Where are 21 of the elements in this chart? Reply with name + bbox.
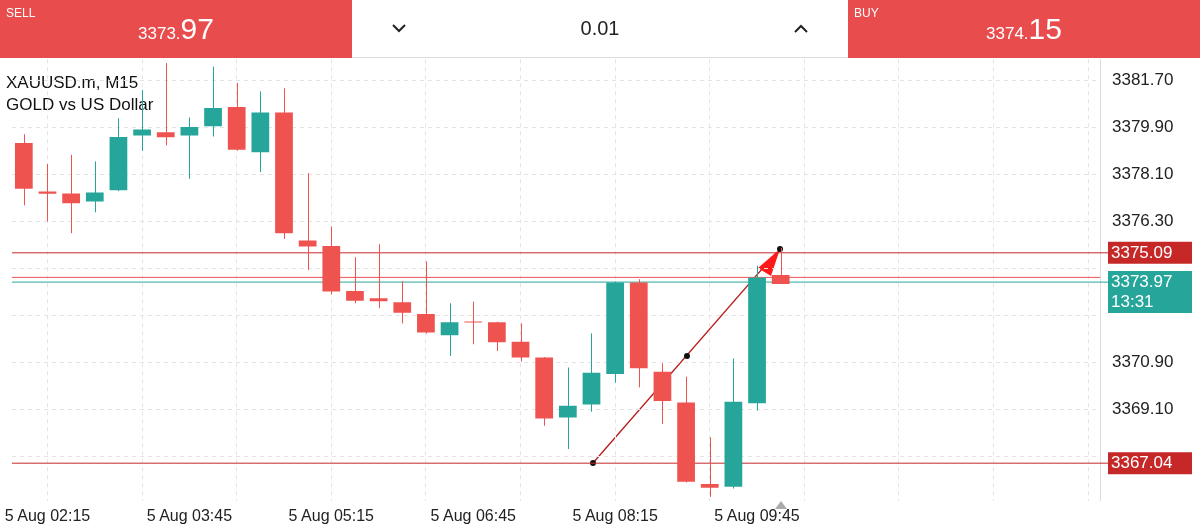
text: 0.01 xyxy=(580,17,620,40)
x-tick-label: 5 Aug 02:15 xyxy=(4,506,91,524)
x-tick-label: 5 Aug 06:45 xyxy=(430,506,517,524)
text: XAUUSD.m, M15 xyxy=(6,72,140,94)
y-tick-label: 3370.90 xyxy=(1112,352,1174,371)
text: BUY xyxy=(854,6,879,20)
y-tick-label: 3376.30 xyxy=(1112,210,1174,230)
x-tick-label: 5 Aug 09:45 xyxy=(714,506,800,524)
x-tick-label: 5 Aug 03:45 xyxy=(146,506,233,524)
x-tick-label: 5 Aug 08:15 xyxy=(572,506,658,524)
ref-line-label: 3367.04 xyxy=(1111,452,1173,472)
y-tick-label: 3378.10 xyxy=(1112,163,1174,183)
y-tick-label: 3369.10 xyxy=(1112,399,1174,419)
text: SELL xyxy=(6,6,36,20)
text: 3374.15 xyxy=(986,12,1062,45)
x-tick-label: 5 Aug 05:15 xyxy=(288,506,375,524)
ref-line-label: 3375.09 xyxy=(1111,242,1173,262)
y-tick-label: 3379.90 xyxy=(1112,116,1174,136)
y-tick-label: 3381.70 xyxy=(1112,69,1174,89)
text: 3373.97 xyxy=(138,12,214,45)
ref-line-label: 3373.97 13:31 xyxy=(1111,271,1173,311)
